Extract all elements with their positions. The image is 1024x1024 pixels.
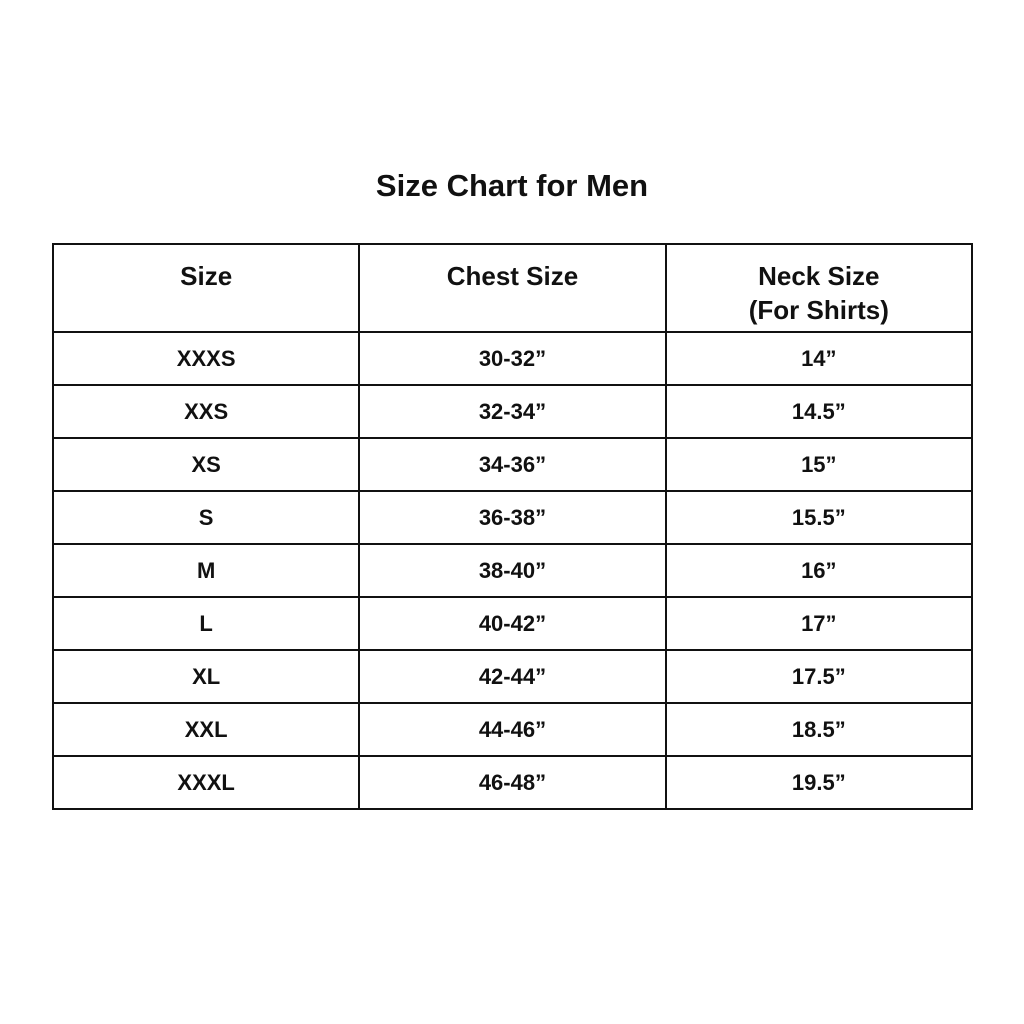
- chest-size-cell: 42-44”: [358, 649, 667, 704]
- chest-size-cell: 40-42”: [358, 596, 667, 651]
- table-row: XXL 44-46” 18.5”: [51, 702, 974, 757]
- header-neck-size: Neck Size (For Shirts): [664, 243, 974, 333]
- chest-size-cell: 36-38”: [358, 490, 667, 545]
- table-row: XXS 32-34” 14.5”: [51, 384, 974, 439]
- size-cell: XXS: [51, 384, 361, 439]
- size-cell: XXXS: [51, 331, 361, 386]
- table-row: L 40-42” 17”: [51, 596, 974, 651]
- size-cell: XXL: [51, 702, 361, 757]
- header-chest-size: Chest Size: [358, 243, 667, 333]
- size-cell: XL: [51, 649, 361, 704]
- chest-size-cell: 46-48”: [358, 755, 667, 810]
- chest-size-cell: 34-36”: [358, 437, 667, 492]
- size-cell: S: [51, 490, 361, 545]
- neck-size-cell: 17.5”: [664, 649, 974, 704]
- chest-size-cell: 30-32”: [358, 331, 667, 386]
- size-cell: XXXL: [51, 755, 361, 810]
- table-row: XXXL 46-48” 19.5”: [51, 755, 974, 810]
- neck-size-cell: 16”: [664, 543, 974, 598]
- size-cell: L: [51, 596, 361, 651]
- header-neck-size-note: (For Shirts): [748, 295, 889, 325]
- table-row: XS 34-36” 15”: [51, 437, 974, 492]
- neck-size-cell: 18.5”: [664, 702, 974, 757]
- size-cell: M: [51, 543, 361, 598]
- page-title: Size Chart for Men: [375, 168, 649, 203]
- chest-size-cell: 44-46”: [358, 702, 667, 757]
- chest-size-cell: 32-34”: [358, 384, 667, 439]
- size-chart-table: Size Chest Size Neck Size (For Shirts) X…: [51, 243, 974, 810]
- table-row: XXXS 30-32” 14”: [51, 331, 974, 386]
- neck-size-cell: 17”: [664, 596, 974, 651]
- header-row: Size Chest Size Neck Size (For Shirts): [51, 243, 974, 333]
- chest-size-cell: 38-40”: [358, 543, 667, 598]
- neck-size-cell: 15”: [664, 437, 974, 492]
- header-neck-size-label: Neck Size: [758, 261, 880, 291]
- size-cell: XS: [51, 437, 361, 492]
- table-row: S 36-38” 15.5”: [51, 490, 974, 545]
- neck-size-cell: 14”: [664, 331, 974, 386]
- neck-size-cell: 14.5”: [664, 384, 974, 439]
- header-size: Size: [51, 243, 361, 333]
- neck-size-cell: 19.5”: [664, 755, 974, 810]
- table-row: M 38-40” 16”: [51, 543, 974, 598]
- table-row: XL 42-44” 17.5”: [51, 649, 974, 704]
- neck-size-cell: 15.5”: [664, 490, 974, 545]
